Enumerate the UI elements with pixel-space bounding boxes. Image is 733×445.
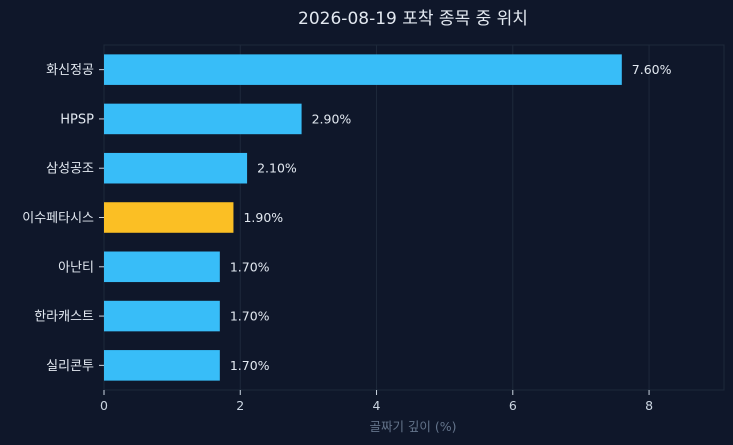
bar <box>104 350 220 381</box>
category-label: 화신정공 <box>46 63 94 78</box>
bar <box>104 103 302 135</box>
value-label: 7.60% <box>632 62 672 77</box>
value-label: 1.70% <box>230 259 270 274</box>
bars <box>104 54 622 381</box>
category-label: 한라캐스트 <box>34 310 94 325</box>
bar <box>104 152 248 184</box>
category-label: 이수페타시스 <box>22 211 94 226</box>
x-tick-label: 8 <box>645 398 653 413</box>
value-label: 1.70% <box>230 309 270 324</box>
value-label: 2.90% <box>312 111 352 126</box>
x-ticks: 0 2 4 6 8 <box>100 390 653 413</box>
grid-lines <box>103 45 650 390</box>
category-label: 아난티 <box>58 260 94 275</box>
value-label: 1.90% <box>243 210 283 225</box>
bar <box>104 202 234 233</box>
x-tick-label: 4 <box>373 398 381 413</box>
x-tick-label: 2 <box>236 398 244 413</box>
chart-title: 2026-08-19 포착 종목 중 위치 <box>298 9 528 29</box>
bar <box>104 251 220 283</box>
value-label: 2.10% <box>257 161 297 176</box>
bar <box>104 54 622 85</box>
value-labels: 7.60% 2.90% 2.10% 1.90% 1.70% 1.70% 1.70% <box>230 62 672 373</box>
value-label: 1.70% <box>230 358 270 373</box>
x-axis-title: 골짜기 깊이 (%) <box>369 419 456 434</box>
category-label: 삼성공조 <box>46 162 94 177</box>
x-tick-label: 0 <box>100 398 108 413</box>
x-tick-label: 6 <box>509 398 517 413</box>
category-label: HPSP <box>60 112 94 127</box>
bar <box>104 300 220 332</box>
category-label: 실리콘투 <box>46 359 94 374</box>
